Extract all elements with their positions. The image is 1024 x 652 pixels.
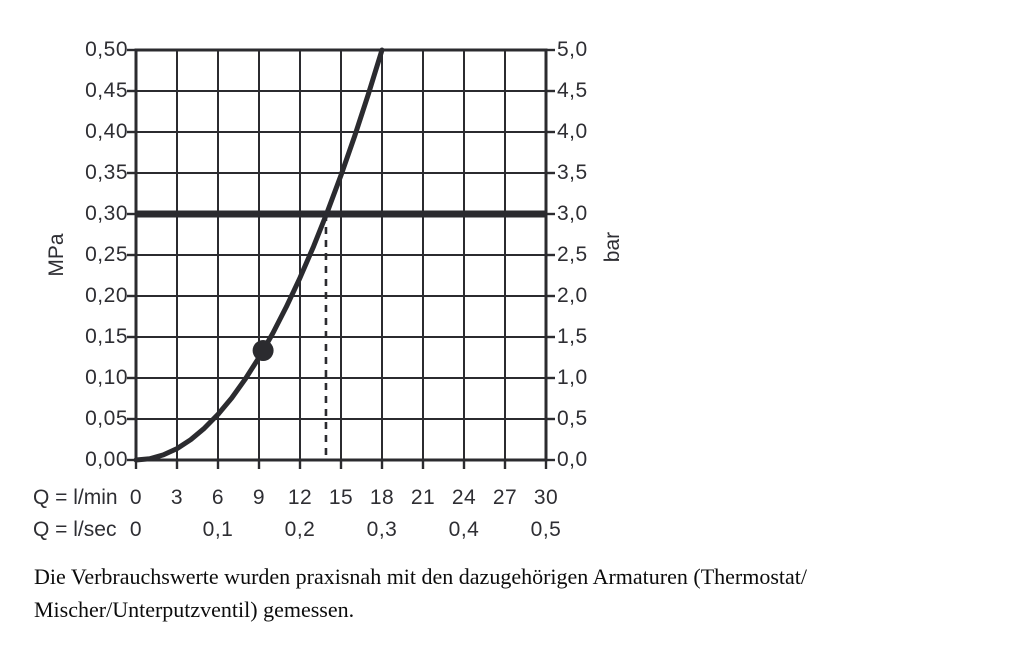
left-axis-tick-label: 0,50 xyxy=(85,38,128,61)
right-axis-tick-label: 2,0 xyxy=(557,284,588,307)
x-axis-lmin-tick-label: 30 xyxy=(533,486,559,509)
x-axis-lsec-tick-label: 0,1 xyxy=(202,518,234,541)
right-axis-tick-label: 3,5 xyxy=(557,161,588,184)
right-axis-tick-label: 5,0 xyxy=(557,38,588,61)
x-axis-lmin-tick-label: 15 xyxy=(328,486,354,509)
caption-text: Die Verbrauchswerte wurden praxisnah mit… xyxy=(34,560,964,626)
right-axis-tick-label: 1,5 xyxy=(557,325,588,348)
left-axis-tick-label: 0,25 xyxy=(85,243,128,266)
right-axis-tick-label: 2,5 xyxy=(557,243,588,266)
left-axis-tick-label: 0,00 xyxy=(85,448,128,471)
left-axis-tick-label: 0,05 xyxy=(85,407,128,430)
left-axis-tick-label: 0,20 xyxy=(85,284,128,307)
right-axis-tick-label: 1,0 xyxy=(557,366,588,389)
x-axis-lsec-label: Q = l/sec xyxy=(33,518,117,541)
x-axis-lmin-tick-label: 3 xyxy=(170,486,184,509)
x-axis-lmin-tick-label: 6 xyxy=(211,486,225,509)
x-axis-lmin-tick-label: 18 xyxy=(369,486,395,509)
right-axis-tick-label: 0,5 xyxy=(557,407,588,430)
left-axis-tick-label: 0,15 xyxy=(85,325,128,348)
right-axis-tick-label: 0,0 xyxy=(557,448,588,471)
x-axis-lmin-tick-label: 27 xyxy=(492,486,518,509)
right-axis-tick-label: 4,5 xyxy=(557,79,588,102)
x-axis-lsec-tick-label: 0,4 xyxy=(448,518,480,541)
left-axis-tick-label: 0,45 xyxy=(85,79,128,102)
x-axis-lsec-tick-label: 0,5 xyxy=(530,518,562,541)
x-axis-lmin-tick-label: 9 xyxy=(252,486,266,509)
right-axis-tick-label: 3,0 xyxy=(557,202,588,225)
plot-area xyxy=(127,47,555,469)
left-axis-tick-label: 0,10 xyxy=(85,366,128,389)
x-axis-lmin-tick-label: 0 xyxy=(129,486,143,509)
x-axis-lmin-label: Q = l/min xyxy=(33,486,118,509)
caption-line-1: Die Verbrauchswerte wurden praxisnah mit… xyxy=(34,564,807,589)
x-axis-lsec-tick-label: 0,2 xyxy=(284,518,316,541)
x-axis-lsec-tick-label: 0 xyxy=(129,518,143,541)
left-axis-tick-label: 0,30 xyxy=(85,202,128,225)
x-axis-lsec-tick-label: 0,3 xyxy=(366,518,398,541)
x-axis-lmin-tick-label: 12 xyxy=(287,486,313,509)
caption-line-2: Mischer/Unterputzventil) gemessen. xyxy=(34,597,355,622)
left-axis-tick-label: 0,35 xyxy=(85,161,128,184)
right-axis-tick-label: 4,0 xyxy=(557,120,588,143)
operating-point-dot xyxy=(252,340,274,362)
left-axis-tick-label: 0,40 xyxy=(85,120,128,143)
x-axis-lmin-tick-label: 24 xyxy=(451,486,477,509)
x-axis-lmin-tick-label: 21 xyxy=(410,486,436,509)
